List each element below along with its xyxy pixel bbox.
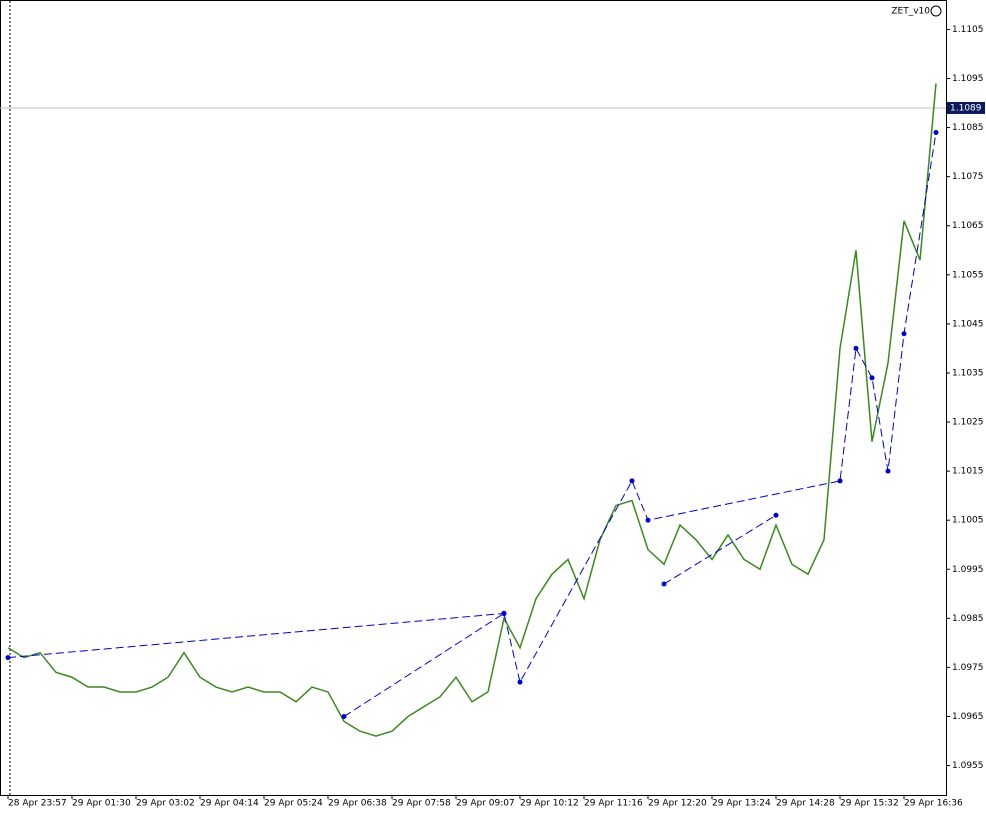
indicator-label: ZET_v10 [891, 7, 930, 17]
zigzag-point [933, 130, 939, 135]
zigzag-point [885, 468, 891, 474]
current-price-box [947, 101, 985, 114]
y-tick-label: 1.1095 [952, 74, 984, 84]
y-tick-label: 1.1005 [952, 516, 984, 526]
zigzag-point [853, 345, 859, 351]
zigzag-line [663, 514, 777, 585]
x-tick-label: 29 Apr 03:02 [136, 799, 195, 809]
y-tick-label: 1.1075 [952, 172, 984, 182]
y-tick-label: 1.0985 [952, 614, 984, 624]
zigzag-point [629, 478, 635, 484]
y-tick-label: 1.0995 [952, 565, 984, 575]
y-tick-label: 1.1085 [952, 123, 984, 133]
x-tick-label: 28 Apr 23:57 [8, 799, 67, 809]
price-line [7, 83, 937, 737]
y-tick-label: 1.1105 [952, 25, 984, 35]
zigzag-point [661, 581, 667, 587]
x-tick-label: 29 Apr 01:30 [72, 799, 131, 809]
y-tick-label: 1.1015 [952, 467, 984, 477]
zigzag-point [869, 375, 875, 381]
zigzag-line [7, 612, 505, 659]
x-tick-label: 29 Apr 10:12 [520, 799, 579, 809]
y-tick-label: 1.1055 [952, 270, 984, 280]
y-tick-label: 1.1065 [952, 221, 984, 231]
zigzag-point [773, 512, 779, 518]
x-tick-label: 29 Apr 15:32 [840, 799, 899, 809]
x-tick-label: 29 Apr 05:24 [264, 799, 323, 809]
y-tick-label: 1.1035 [952, 368, 984, 378]
zigzag-line [343, 132, 937, 717]
plot-frame [0, 0, 947, 796]
zigzag-point [901, 331, 907, 337]
y-tick-label: 1.0975 [952, 663, 984, 673]
y-tick-label: 1.0955 [952, 761, 984, 771]
x-tick-label: 29 Apr 07:58 [392, 799, 451, 809]
x-tick-label: 29 Apr 06:38 [328, 799, 387, 809]
x-tick-label: 29 Apr 14:28 [776, 799, 835, 809]
zigzag-point [517, 679, 523, 685]
current-price-label: 1.1089 [950, 103, 982, 113]
zigzag-point [837, 478, 843, 484]
x-tick-label: 29 Apr 13:24 [712, 799, 771, 809]
x-tick-label: 29 Apr 12:20 [648, 799, 707, 809]
x-tick-label: 29 Apr 09:07 [456, 799, 515, 809]
x-tick-label: 29 Apr 11:16 [584, 799, 643, 809]
zigzag-point [5, 655, 11, 661]
y-tick-label: 1.1045 [952, 319, 984, 329]
zigzag-point [341, 713, 347, 719]
y-tick-label: 1.0965 [952, 712, 984, 722]
zigzag-point [645, 517, 651, 523]
smiley-icon [930, 5, 942, 17]
y-tick-label: 1.1025 [952, 418, 984, 428]
x-tick-label: 29 Apr 04:14 [200, 799, 259, 809]
x-tick-label: 29 Apr 16:36 [904, 799, 963, 809]
zigzag-point [501, 610, 507, 616]
